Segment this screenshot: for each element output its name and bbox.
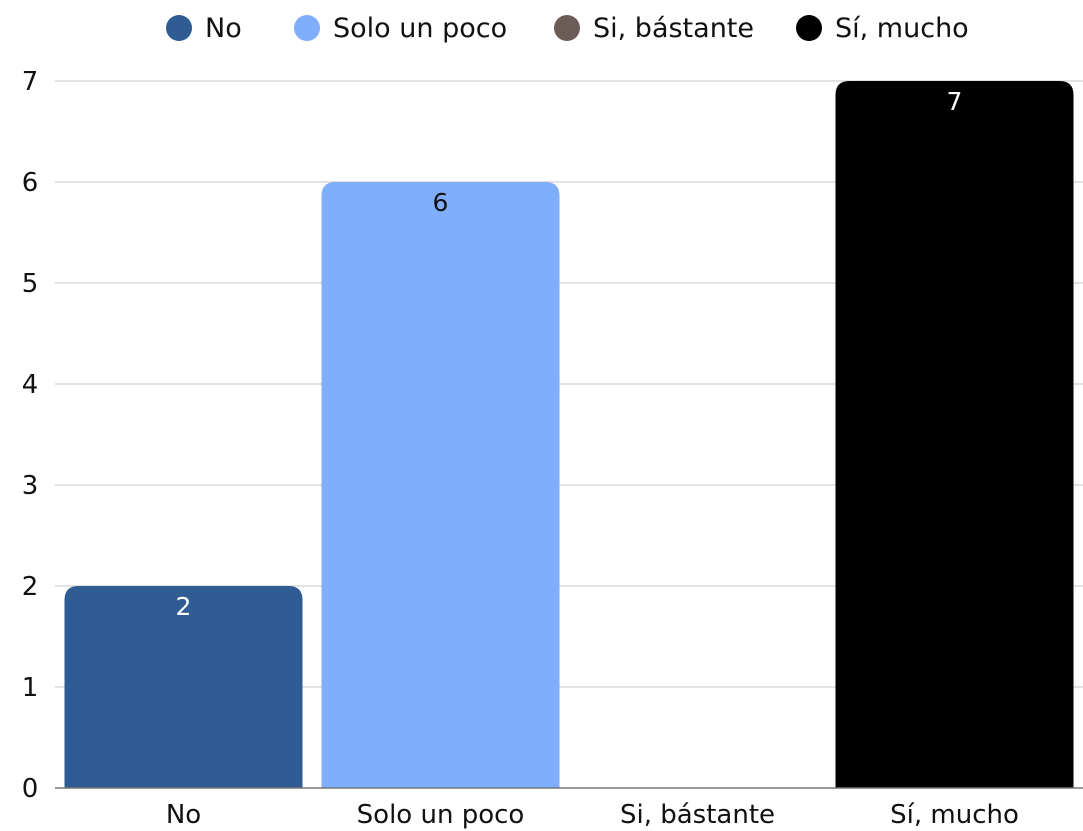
bar-0: [64, 586, 303, 788]
legend-label-0[interactable]: No: [205, 13, 242, 44]
x-category-label: Si, bástante: [620, 800, 775, 830]
x-category-label: Solo un poco: [357, 800, 525, 830]
axes: 0 1 2 3 4 5 6 7 No Solo un poco Si, bástante Sí, mu…: [22, 67, 1083, 830]
legend-swatch-2[interactable]: [554, 15, 580, 41]
data-label-3: 7: [947, 87, 963, 116]
bars: 2 6 7: [64, 81, 1074, 788]
bar-3: [835, 81, 1074, 788]
legend-label-1[interactable]: Solo un poco: [333, 13, 507, 44]
y-tick-label: 4: [22, 370, 39, 400]
y-tick-label: 3: [22, 471, 39, 501]
y-tick-label: 6: [22, 168, 39, 198]
y-tick-label: 7: [22, 67, 39, 97]
legend-swatch-1[interactable]: [294, 15, 320, 41]
y-tick-label: 1: [22, 673, 39, 703]
x-category-label: No: [166, 800, 201, 830]
y-tick-label: 0: [22, 774, 39, 804]
y-tick-label: 5: [22, 269, 39, 299]
legend-label-2[interactable]: Si, bástante: [593, 13, 754, 44]
legend-swatch-0[interactable]: [166, 15, 192, 41]
x-category-label: Sí, mucho: [890, 800, 1019, 830]
bar-1: [321, 182, 560, 788]
legend-label-3[interactable]: Sí, mucho: [835, 13, 969, 44]
y-tick-label: 2: [22, 572, 39, 602]
legend: No Solo un poco Si, bástante Sí, mucho: [166, 13, 969, 44]
data-label-0: 2: [176, 592, 192, 621]
data-label-1: 6: [433, 188, 449, 217]
legend-swatch-3[interactable]: [796, 15, 822, 41]
